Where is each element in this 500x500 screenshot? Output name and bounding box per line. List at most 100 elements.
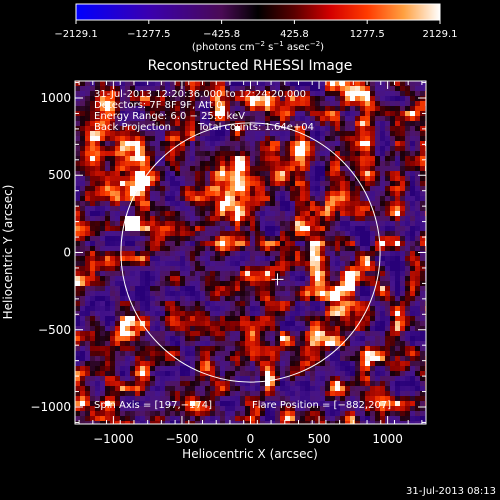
heatmap-cell [95, 331, 100, 336]
heatmap-cell [220, 231, 225, 236]
heatmap-cell [270, 396, 275, 401]
heatmap-cell [265, 181, 270, 186]
heatmap-cell [135, 116, 140, 121]
heatmap-cell [85, 146, 90, 151]
heatmap-cell [260, 251, 265, 256]
heatmap-cell [225, 161, 230, 166]
heatmap-cell [415, 416, 420, 421]
heatmap-cell [155, 126, 160, 131]
heatmap-cell [245, 331, 250, 336]
heatmap-cell [240, 411, 245, 416]
heatmap-cell [160, 306, 165, 311]
heatmap-cell [235, 206, 240, 211]
heatmap-cell [355, 196, 360, 201]
heatmap-cell [420, 316, 425, 321]
heatmap-cell [355, 346, 360, 351]
heatmap-cell [360, 341, 365, 346]
heatmap-cell [100, 201, 105, 206]
heatmap-cell [190, 321, 195, 326]
heatmap-cell [95, 321, 100, 326]
heatmap-cell [200, 261, 205, 266]
heatmap-cell [265, 366, 270, 371]
heatmap-cell [375, 286, 380, 291]
heatmap-cell [275, 361, 280, 366]
heatmap-cell [335, 236, 340, 241]
heatmap-cell [260, 406, 265, 411]
heatmap-cell [220, 86, 225, 91]
heatmap-cell [170, 341, 175, 346]
heatmap-cell [360, 211, 365, 216]
heatmap-cell [170, 101, 175, 106]
heatmap-cell [355, 391, 360, 396]
heatmap-cell [350, 196, 355, 201]
heatmap-cell [385, 311, 390, 316]
heatmap-cell [380, 131, 385, 136]
heatmap-cell [310, 91, 315, 96]
heatmap-cell [100, 391, 105, 396]
heatmap-cell [205, 131, 210, 136]
colorbar-tick-label: 425.8 [280, 29, 309, 40]
heatmap-cell [100, 171, 105, 176]
heatmap-cell [380, 226, 385, 231]
heatmap-cell [135, 301, 140, 306]
heatmap-cell [280, 116, 285, 121]
heatmap-cell [140, 146, 145, 151]
heatmap-cell [235, 371, 240, 376]
heatmap-cell [315, 161, 320, 166]
heatmap-cell [370, 346, 375, 351]
heatmap-cell [165, 346, 170, 351]
heatmap-cell [350, 316, 355, 321]
heatmap-cell [280, 396, 285, 401]
heatmap-cell [290, 246, 295, 251]
heatmap-cell [200, 206, 205, 211]
heatmap-cell [195, 116, 200, 121]
heatmap-cell [395, 336, 400, 341]
heatmap-cell [285, 216, 290, 221]
heatmap-cell [145, 361, 150, 366]
heatmap-cell [395, 281, 400, 286]
heatmap-cell [300, 411, 305, 416]
heatmap-cell [400, 86, 405, 91]
heatmap-cell [170, 391, 175, 396]
heatmap-cell [270, 121, 275, 126]
heatmap-cell [405, 126, 410, 131]
heatmap-cell [410, 326, 415, 331]
heatmap-cell [370, 336, 375, 341]
heatmap-cell [145, 241, 150, 246]
heatmap-cell [80, 91, 85, 96]
heatmap-cell [290, 111, 295, 116]
heatmap-cell [375, 356, 380, 361]
heatmap-cell [190, 421, 195, 424]
heatmap-cell [315, 301, 320, 306]
heatmap-cell [310, 141, 315, 146]
heatmap-cell [375, 196, 380, 201]
heatmap-cell [245, 146, 250, 151]
heatmap-cell [120, 91, 125, 96]
heatmap-cell [155, 186, 160, 191]
heatmap-cell [255, 376, 260, 381]
heatmap-cell [205, 226, 210, 231]
heatmap-cell [100, 361, 105, 366]
heatmap-cell [95, 176, 100, 181]
heatmap-cell [350, 111, 355, 116]
heatmap-cell [145, 336, 150, 341]
heatmap-cell [130, 126, 135, 131]
heatmap-cell [185, 191, 190, 196]
heatmap-cell [310, 326, 315, 331]
heatmap-cell [410, 351, 415, 356]
heatmap-cell [160, 401, 165, 406]
heatmap-cell [155, 306, 160, 311]
heatmap-cell [165, 371, 170, 376]
heatmap-cell [315, 336, 320, 341]
heatmap-cell [270, 201, 275, 206]
heatmap-cell [345, 261, 350, 266]
heatmap-cell [175, 291, 180, 296]
heatmap-cell [195, 376, 200, 381]
heatmap-cell [370, 371, 375, 376]
heatmap-cell [105, 151, 110, 156]
heatmap-cell [105, 391, 110, 396]
heatmap-cell [365, 331, 370, 336]
heatmap-cell [170, 211, 175, 216]
heatmap-cell [390, 316, 395, 321]
heatmap-cell [200, 161, 205, 166]
